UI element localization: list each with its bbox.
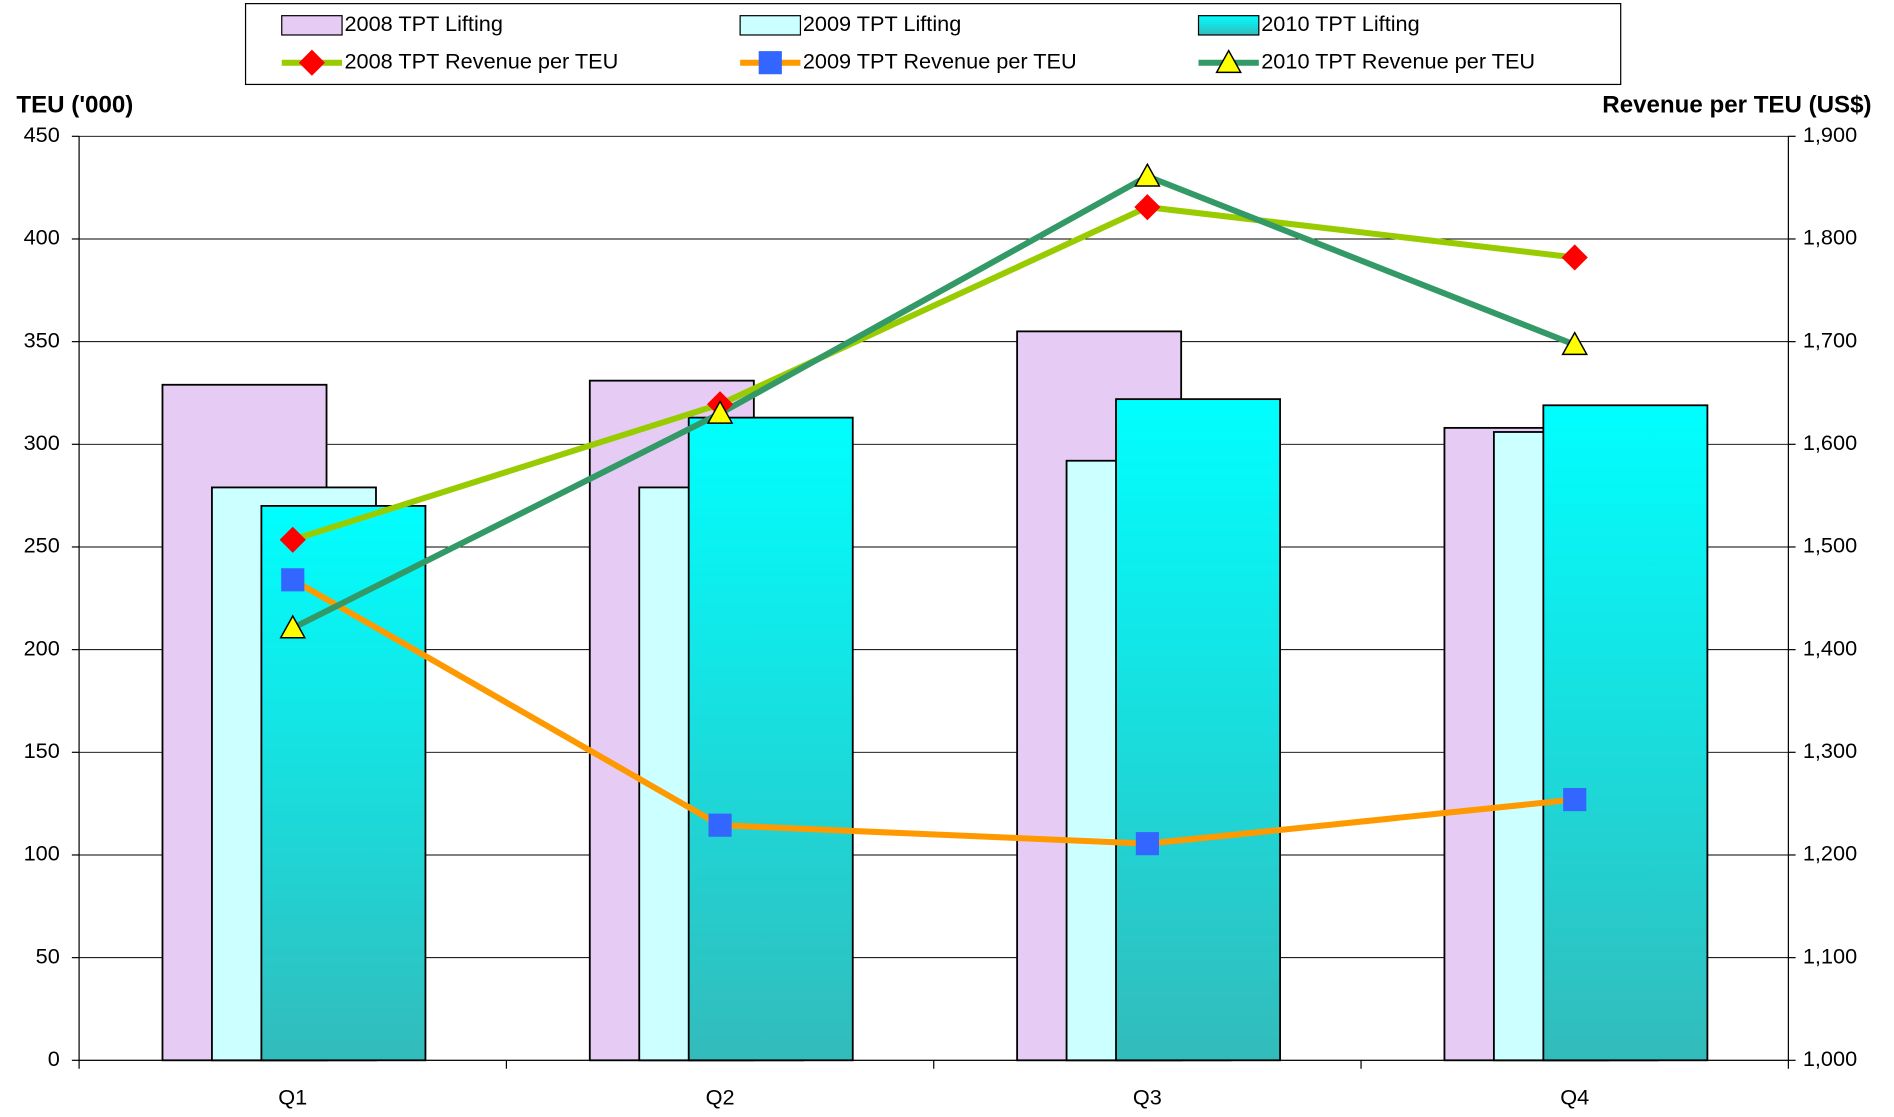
- legend-swatch: [739, 15, 802, 36]
- legend-marker: [758, 51, 782, 75]
- y-tick-label: 250: [24, 533, 60, 558]
- y2-tick-label: 1,600: [1803, 430, 1857, 455]
- y2-tick-label: 1,800: [1803, 225, 1857, 250]
- y-tick-label: 150: [24, 738, 60, 763]
- line-marker: [1134, 162, 1161, 187]
- y2-tick-label: 1,700: [1803, 327, 1857, 352]
- line: [291, 204, 1576, 543]
- y-tick-label: 300: [24, 430, 60, 455]
- line-marker: [281, 568, 305, 592]
- line-marker: [1135, 832, 1159, 856]
- y-tick-label: 200: [24, 635, 60, 660]
- line-marker: [279, 526, 306, 553]
- y2-tick-label: 1,900: [1803, 122, 1857, 147]
- y2-tick-label: 1,200: [1803, 841, 1857, 866]
- x-tick-label: Q4: [1560, 1085, 1589, 1110]
- legend-label: 2010 TPT Revenue per TEU: [1261, 48, 1535, 73]
- x-tick-label: Q3: [1133, 1085, 1162, 1110]
- line: [291, 173, 1576, 631]
- y2-tick-label: 1,300: [1803, 738, 1857, 763]
- legend-label: 2009 TPT Revenue per TEU: [803, 48, 1077, 73]
- bar: [260, 505, 427, 1062]
- legend-label: 2008 TPT Revenue per TEU: [344, 48, 618, 73]
- line-marker: [708, 813, 732, 837]
- y-tick-label: 350: [24, 327, 60, 352]
- y-tick-label: 450: [24, 122, 60, 147]
- y-axis-title: TEU ('000): [16, 92, 133, 119]
- line-marker: [279, 614, 307, 639]
- y2-tick-label: 1,100: [1803, 943, 1857, 968]
- line: [291, 577, 1576, 847]
- legend-marker: [298, 49, 325, 76]
- y-tick-label: 50: [36, 943, 60, 968]
- line-marker: [1561, 244, 1588, 271]
- y2-tick-label: 1,500: [1803, 533, 1857, 558]
- legend-box: [244, 3, 1622, 86]
- line-marker: [1563, 787, 1587, 812]
- y-tick-label: 400: [24, 225, 60, 250]
- line-marker: [1561, 331, 1589, 356]
- legend-swatch: [1197, 15, 1260, 36]
- legend-label: 2009 TPT Lifting: [803, 11, 961, 36]
- x-tick-label: Q2: [706, 1085, 735, 1110]
- y-tick-label: 0: [48, 1046, 60, 1071]
- y-tick-label: 100: [24, 841, 60, 866]
- legend-label: 2010 TPT Lifting: [1261, 11, 1419, 36]
- legend-swatch: [281, 15, 343, 36]
- bar: [1542, 404, 1709, 1062]
- line-marker: [706, 399, 734, 424]
- x-tick-label: Q1: [278, 1085, 307, 1110]
- legend-label: 2008 TPT Lifting: [344, 11, 502, 36]
- line-marker: [1134, 194, 1161, 221]
- legend-marker: [1215, 49, 1242, 74]
- y2-tick-label: 1,400: [1803, 635, 1857, 660]
- bar: [687, 416, 854, 1062]
- y2-axis-title: Revenue per TEU (US$): [1602, 92, 1871, 119]
- y2-tick-label: 1,000: [1803, 1046, 1857, 1071]
- bar: [1115, 398, 1281, 1062]
